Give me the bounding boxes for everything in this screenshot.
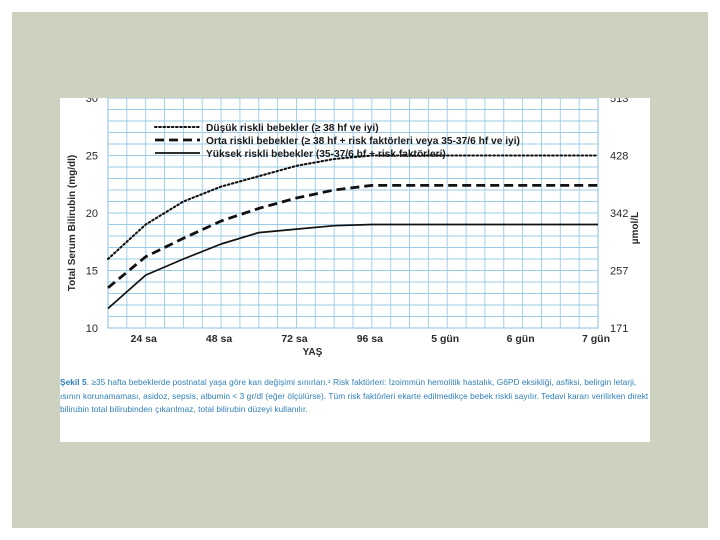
caption-text: . ≥35 hafta bebeklerde postnatal yaşa gö… — [60, 377, 649, 414]
figure-caption: Şekil 5. ≥35 hafta bebeklerde postnatal … — [60, 376, 650, 417]
y-tick-label: 20 — [86, 208, 98, 220]
y2-tick-label: 428 — [610, 151, 628, 163]
figure-card: 10 15 20 25 30 171 257 342 428 513 24 sa 48 sa 72 sa… — [60, 98, 650, 442]
x-axis-title: YAŞ — [303, 347, 323, 358]
caption-label: Şekil 5 — [60, 377, 87, 387]
x-tick-label: 72 sa — [281, 333, 307, 345]
y2-axis-title: µmol/L — [630, 212, 641, 244]
chart-legend: Düşük riskli bebekler (≥ 38 hf ve iyi) Or… — [153, 123, 520, 160]
x-tick-label: 6 gün — [507, 333, 535, 345]
y-tick-label: 25 — [86, 151, 98, 163]
y2-tick-label: 257 — [610, 266, 628, 278]
y-tick-label: 30 — [86, 98, 98, 105]
x-tick-label: 96 sa — [357, 333, 383, 345]
y2-tick-label: 342 — [610, 208, 628, 220]
x-tick-label: 24 sa — [131, 333, 157, 345]
x-tick-label: 48 sa — [206, 333, 232, 345]
series-line-solid — [107, 223, 598, 310]
y-axis-title: Total Serum Bilirubin (mg/dl) — [67, 155, 78, 291]
x-tick-label: 5 gün — [431, 333, 459, 345]
series-line-dotted — [106, 154, 600, 261]
y-tick-label: 10 — [86, 323, 98, 335]
chart-series — [106, 154, 600, 310]
y2-tick-label: 171 — [610, 323, 628, 335]
y-tick-label: 15 — [86, 266, 98, 278]
chart-axes: 10 15 20 25 30 171 257 342 428 513 24 sa 48 sa 72 sa… — [67, 98, 641, 358]
chart-grid — [107, 98, 599, 329]
legend-label: Orta riskli bebekler (≥ 38 hf + risk fak… — [206, 136, 520, 147]
x-tick-label: 7 gün — [582, 333, 610, 345]
chart: 10 15 20 25 30 171 257 342 428 513 24 sa 48 sa 72 sa… — [67, 98, 641, 358]
y2-tick-label: 513 — [610, 98, 628, 105]
legend-label: Düşük riskli bebekler (≥ 38 hf ve iyi) — [206, 123, 379, 134]
legend-label: Yüksek riskli bebekler (35-37/6 hf + ris… — [206, 149, 446, 160]
series-line-dashed — [107, 184, 598, 289]
